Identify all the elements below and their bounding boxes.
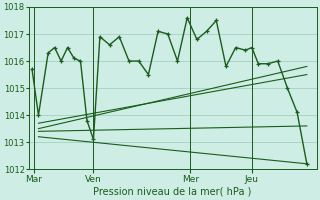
X-axis label: Pression niveau de la mer( hPa ): Pression niveau de la mer( hPa ) (93, 187, 252, 197)
